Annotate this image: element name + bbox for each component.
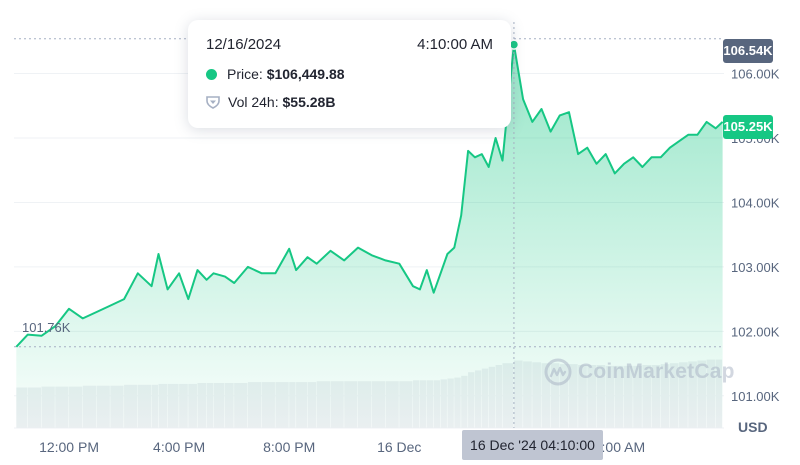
hover-time-label: 16 Dec '24 04:10:00 [462,430,603,460]
currency-label: USD [738,419,768,435]
tooltip-volume-label: Vol 24h: [228,94,279,110]
current-price-tag: 105.25K [723,115,773,139]
x-tick-label: 8:00 PM [263,439,315,455]
tooltip-price-row: Price: $106,449.88 [206,66,345,82]
tooltip-volume-row: Vol 24h: $55.28B [206,94,335,110]
x-tick-label: 8:00 AM [594,439,645,455]
max-price-tag: 106.54K [723,39,773,63]
x-tick-label: 12:00 PM [39,439,99,455]
tooltip-time: 4:10:00 AM [417,36,493,53]
watermark-text: CoinMarketCap [578,360,735,383]
green-dot-icon [206,69,217,80]
tooltip-price-label: Price: [227,66,263,82]
x-tick-label: 4:00 PM [153,439,205,455]
y-tick-label: 102.00K [731,324,780,339]
y-tick-label: 103.00K [731,260,780,275]
price-line [15,43,724,348]
coinmarketcap-logo-icon [544,358,572,386]
shield-icon [206,96,220,109]
y-tick-label: 101.00K [731,389,780,404]
y-tick-label: 106.00K [731,67,780,82]
price-tooltip: 12/16/2024 4:10:00 AM Price: $106,449.88… [188,20,511,128]
coinmarketcap-watermark: CoinMarketCap [544,358,735,386]
first-price-label: 101.76K [22,320,71,335]
price-area [15,43,724,428]
y-tick-label: 104.00K [731,195,780,210]
y-axis: 101.00K102.00K103.00K104.00K105.00K106.0… [731,67,780,404]
price-area-fill [16,44,723,428]
tooltip-volume-value: $55.28B [282,94,336,110]
x-axis: 12:00 PM 4:00 PM 8:00 PM 16 Dec 8:00 AM [39,439,645,455]
x-tick-label: 16 Dec [377,439,421,455]
tooltip-price-value: $106,449.88 [266,66,345,82]
tooltip-date: 12/16/2024 [206,36,282,53]
